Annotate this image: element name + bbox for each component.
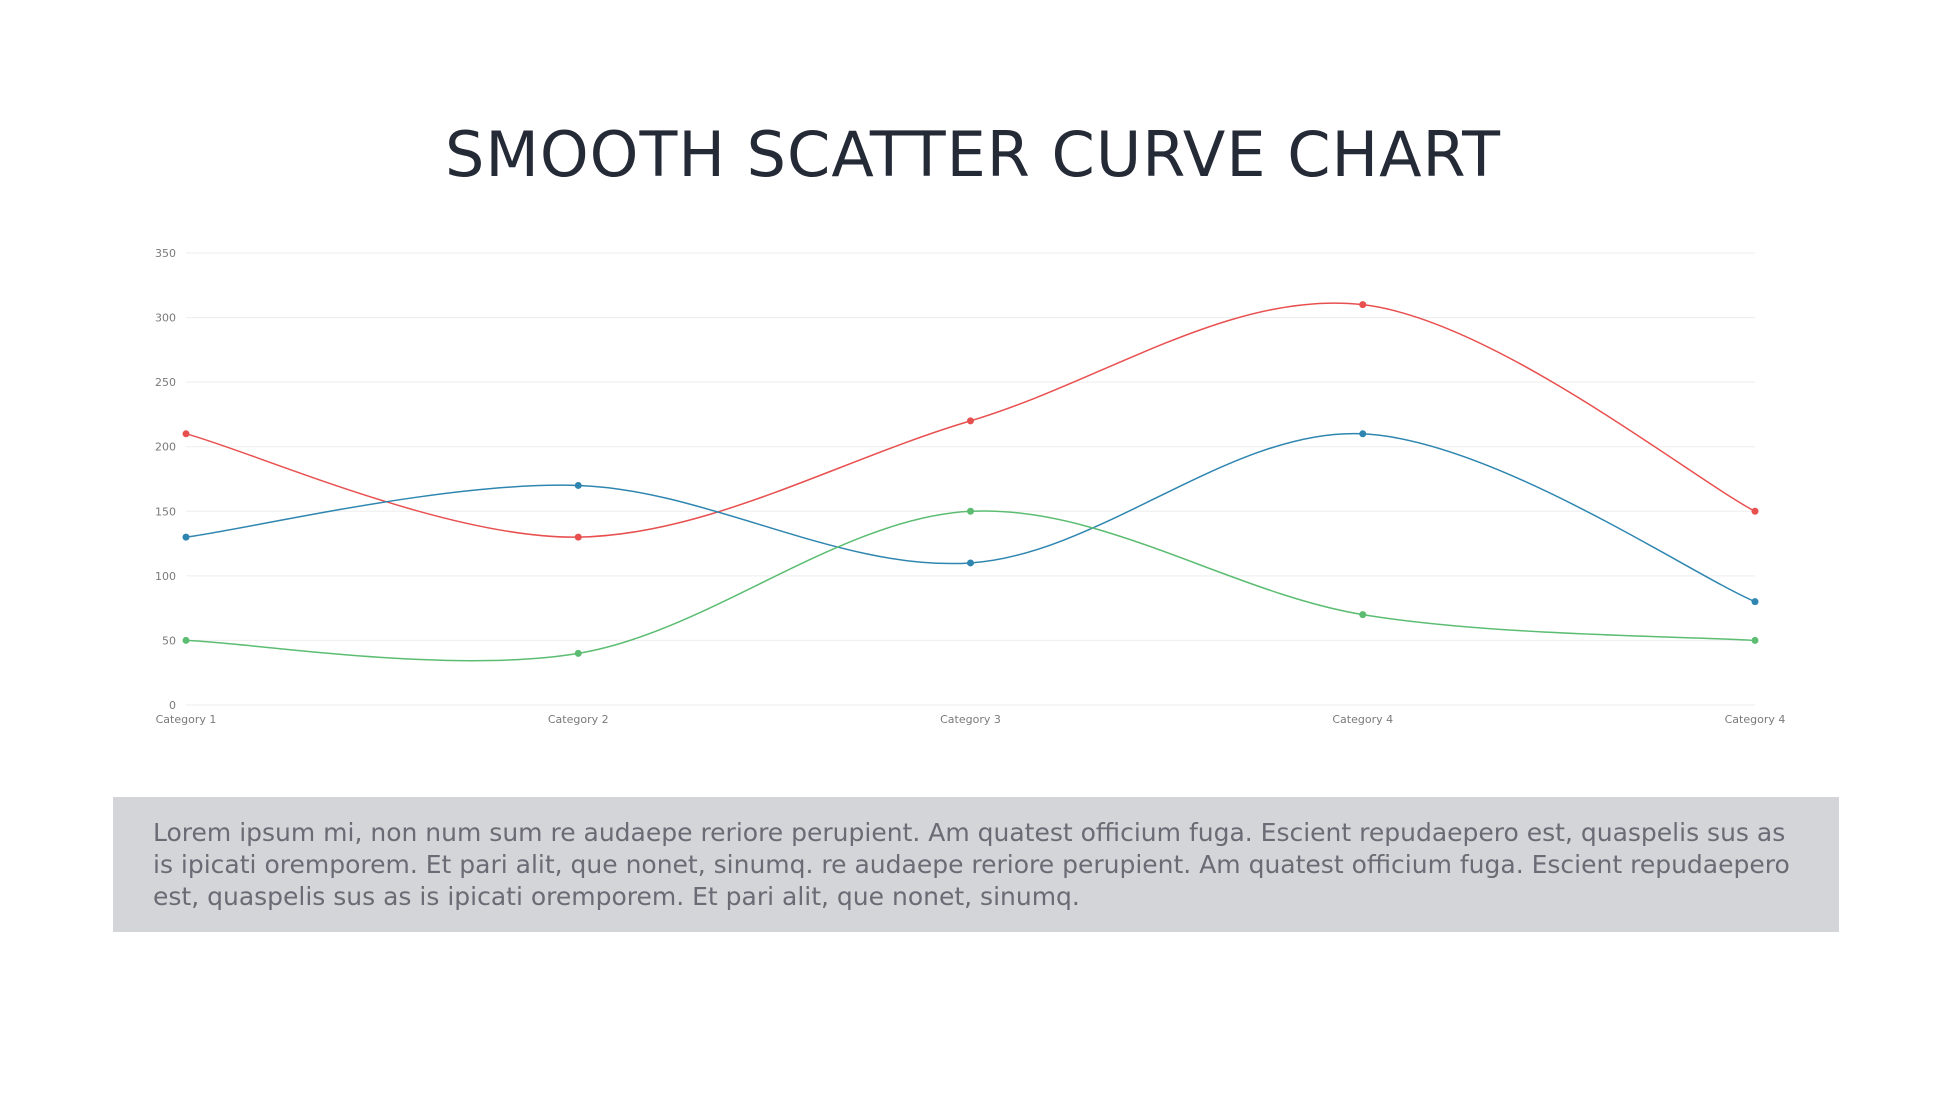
- x-tick-label: Category 3: [940, 713, 1001, 726]
- series-3: [182, 507, 1759, 662]
- chart-grid: [186, 252, 1755, 706]
- chart-series: [182, 301, 1759, 662]
- x-tick-label: Category 4: [1332, 713, 1393, 726]
- data-point: [967, 559, 974, 567]
- series-line: [185, 510, 1756, 662]
- y-tick-label: 250: [155, 376, 176, 389]
- data-point: [1751, 636, 1759, 644]
- x-tick-label: Category 4: [1725, 713, 1786, 726]
- data-point: [182, 533, 190, 541]
- data-point: [182, 636, 190, 644]
- series-2: [182, 430, 1759, 606]
- y-tick-label: 50: [162, 634, 176, 647]
- data-point: [967, 417, 974, 425]
- data-point: [1751, 507, 1759, 515]
- y-axis: 0 50 100 150 200 250 300 350: [155, 247, 176, 712]
- slide-title: SMOOTH SCATTER CURVE CHART: [445, 118, 1501, 191]
- series-1: [182, 301, 1759, 541]
- data-point: [967, 507, 974, 515]
- data-point: [574, 533, 582, 541]
- data-point: [1359, 611, 1367, 619]
- description-text: Lorem ipsum mi, non num sum re audaepe r…: [153, 818, 1790, 911]
- y-tick-label: 150: [155, 505, 176, 518]
- data-point: [182, 430, 190, 438]
- data-point: [574, 481, 582, 489]
- x-tick-label: Category 1: [156, 713, 217, 726]
- description-box: Lorem ipsum mi, non num sum re audaepe r…: [113, 797, 1839, 932]
- y-tick-label: 300: [155, 312, 176, 325]
- y-tick-label: 0: [169, 699, 176, 712]
- y-tick-label: 100: [155, 570, 176, 583]
- series-line: [185, 432, 1756, 603]
- y-tick-label: 350: [155, 247, 176, 260]
- data-point: [1751, 598, 1759, 606]
- y-tick-label: 200: [155, 441, 176, 454]
- data-point: [1359, 430, 1367, 438]
- data-point: [574, 649, 582, 657]
- x-axis: Category 1 Category 2 Category 3 Category 4…: [156, 713, 1786, 726]
- x-tick-label: Category 2: [548, 713, 609, 726]
- data-point: [1359, 301, 1367, 309]
